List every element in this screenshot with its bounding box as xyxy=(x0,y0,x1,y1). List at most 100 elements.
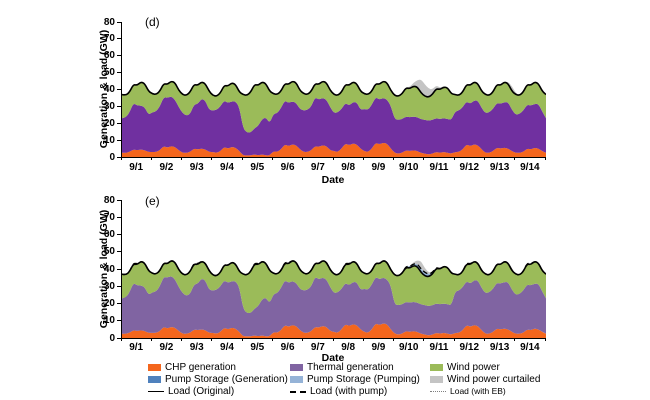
x-tick-label: 9/8 xyxy=(341,162,356,173)
legend-label-wind-power-curtailed: Wind power curtailed xyxy=(447,374,541,385)
x-tick-label: 9/3 xyxy=(189,342,204,353)
pump-storage-generation-marker xyxy=(148,376,161,383)
y-tick xyxy=(117,251,121,253)
load-original-marker xyxy=(148,391,164,392)
x-tick xyxy=(483,157,485,160)
x-tick xyxy=(241,338,243,341)
legend-label-pump-storage-pumping: Pump Storage (Pumping) xyxy=(307,374,420,385)
x-tick-label: 9/5 xyxy=(250,342,265,353)
load-with-pump-marker xyxy=(290,390,306,393)
chp-generation-marker xyxy=(148,364,161,371)
x-tick-label: 9/8 xyxy=(341,342,356,353)
legend-item-pump-storage-pumping: Pump Storage (Pumping) xyxy=(290,374,420,385)
x-tick-label: 9/14 xyxy=(520,162,540,173)
x-axis-title-e: Date xyxy=(321,352,345,364)
legend-label-chp-generation: CHP generation xyxy=(165,362,236,373)
y-tick xyxy=(117,55,121,57)
y-tick-label: 0 xyxy=(109,332,115,344)
y-tick xyxy=(117,72,121,74)
x-tick-label: 9/9 xyxy=(371,162,386,173)
y-tick xyxy=(117,320,121,322)
x-tick xyxy=(453,157,455,160)
x-tick-label: 9/2 xyxy=(159,342,174,353)
y-tick-label: 10 xyxy=(103,315,115,327)
y-tick-label: 30 xyxy=(103,100,115,112)
pump-storage-pumping-marker xyxy=(290,376,303,383)
y-tick xyxy=(117,139,121,141)
wind-power-curtailed-marker xyxy=(430,376,443,383)
x-tick xyxy=(120,338,122,341)
legend-label-wind-power: Wind power xyxy=(447,362,500,373)
legend-item-pump-storage-generation: Pump Storage (Generation) xyxy=(148,374,288,385)
y-tick-label: 60 xyxy=(103,229,115,240)
y-tick-label: 50 xyxy=(103,246,115,258)
x-tick xyxy=(302,338,304,341)
y-tick-label: 40 xyxy=(103,84,115,95)
y-tick xyxy=(117,216,121,218)
x-tick-label: 9/14 xyxy=(520,342,540,353)
y-tick xyxy=(117,199,121,201)
x-tick xyxy=(483,338,485,341)
x-tick xyxy=(393,338,395,341)
x-tick-label: 9/5 xyxy=(250,162,265,173)
y-tick-label: 80 xyxy=(103,16,115,28)
x-tick xyxy=(544,157,546,160)
wind-power-marker xyxy=(430,364,443,371)
thermal-generation-marker xyxy=(290,364,303,371)
x-tick xyxy=(271,338,273,341)
y-tick xyxy=(117,38,121,40)
x-tick-label: 9/13 xyxy=(489,342,510,353)
x-tick xyxy=(271,157,273,160)
x-tick xyxy=(393,157,395,160)
plot-area-d xyxy=(121,22,546,158)
x-tick-label: 9/3 xyxy=(189,162,204,173)
x-tick-label: 9/12 xyxy=(459,342,480,353)
x-tick xyxy=(423,157,425,160)
plot-area-e xyxy=(121,200,546,339)
x-tick xyxy=(150,157,152,160)
y-tick xyxy=(117,122,121,124)
load-with-eb-marker xyxy=(430,391,446,392)
x-tick-label: 9/10 xyxy=(398,162,419,173)
x-tick xyxy=(150,338,152,341)
y-tick-label: 0 xyxy=(109,151,115,163)
y-tick xyxy=(117,21,121,23)
x-tick-label: 9/2 xyxy=(159,162,174,173)
x-tick-label: 9/12 xyxy=(459,162,480,173)
x-tick xyxy=(181,338,183,341)
y-tick xyxy=(117,303,121,304)
y-tick-label: 20 xyxy=(103,298,115,309)
x-tick xyxy=(181,157,183,160)
legend-item-load-with-pump: Load (with pump) xyxy=(290,386,387,397)
x-tick xyxy=(302,157,304,160)
y-tick-label: 20 xyxy=(103,117,115,129)
legend-label-thermal-generation: Thermal generation xyxy=(307,362,394,373)
x-tick-label: 9/11 xyxy=(429,162,449,173)
legend-label-pump-storage-generation: Pump Storage (Generation) xyxy=(165,374,288,385)
y-tick-label: 70 xyxy=(103,211,115,223)
y-tick-label: 50 xyxy=(103,67,115,79)
x-tick xyxy=(211,338,213,341)
x-tick xyxy=(332,338,334,341)
y-tick xyxy=(117,337,121,339)
x-tick-label: 9/4 xyxy=(220,162,234,173)
x-tick-label: 9/6 xyxy=(280,342,295,353)
chart-canvas-d xyxy=(122,22,546,157)
x-tick xyxy=(453,338,455,341)
legend-item-load-with-eb: Load (with EB) xyxy=(430,386,506,397)
x-tick-label: 9/7 xyxy=(310,162,325,173)
y-tick xyxy=(117,268,121,270)
x-tick xyxy=(362,157,364,160)
y-tick xyxy=(117,89,121,90)
x-tick xyxy=(241,157,243,160)
legend-item-wind-power-curtailed: Wind power curtailed xyxy=(430,374,540,385)
y-tick-label: 10 xyxy=(103,134,115,146)
y-tick-label: 40 xyxy=(103,263,115,275)
chart-canvas-e xyxy=(122,200,546,338)
legend-label-load-with-eb: Load (with EB) xyxy=(450,386,506,396)
x-tick xyxy=(514,157,516,160)
legend-item-thermal-generation: Thermal generation xyxy=(290,362,394,373)
x-tick-label: 9/11 xyxy=(429,342,449,353)
legend-label-load-with-pump: Load (with pump) xyxy=(310,386,388,397)
legend-item-wind-power: Wind power xyxy=(430,362,500,373)
